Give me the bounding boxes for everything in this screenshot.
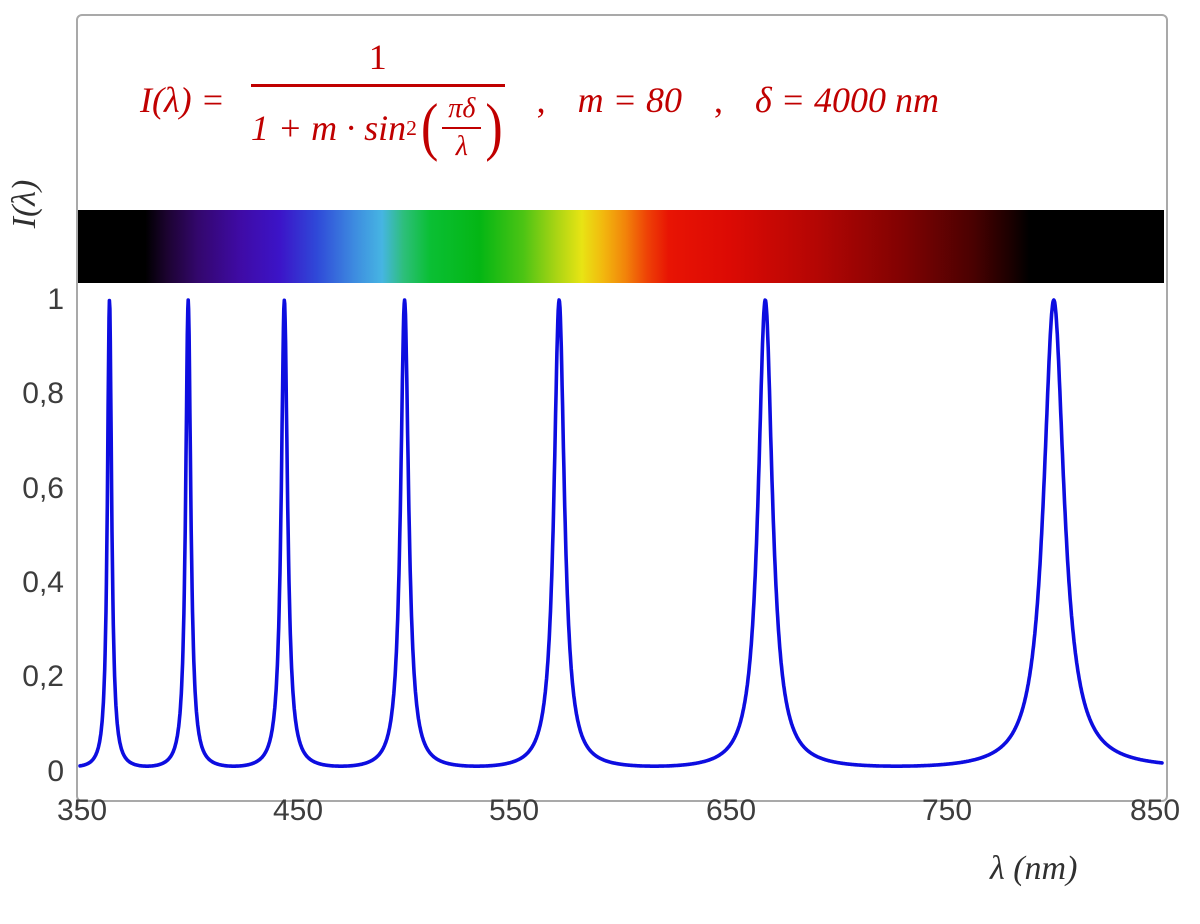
formula: I(λ) = 1 1 + m · sin 2 ( πδ λ ) , m = 80 … (140, 36, 939, 163)
formula-denominator: 1 + m · sin 2 ( πδ λ ) (251, 87, 505, 163)
formula-comma-1: , (536, 79, 546, 120)
y-tick-0-2: 0,2 (22, 660, 64, 693)
x-tick-550: 550 (488, 794, 540, 827)
x-tick-650: 650 (705, 794, 757, 827)
y-axis-title: I(λ) (6, 179, 43, 229)
formula-delta-equation: δ = 4000 nm (754, 79, 939, 120)
y-tick-0-6: 0,6 (22, 472, 64, 505)
formula-comma-2: , (713, 79, 723, 120)
x-tick-850: 850 (1129, 794, 1181, 827)
formula-paren-open: ( (420, 91, 439, 163)
formula-den-prefix: 1 + m · sin (250, 108, 407, 148)
visible-spectrum-bar (78, 210, 1164, 283)
x-tick-350: 350 (56, 794, 108, 827)
formula-numerator: 1 (250, 36, 505, 87)
formula-inner-numerator: πδ (442, 93, 482, 129)
formula-lhs: I(λ) = (140, 79, 225, 120)
y-tick-0: 0 (47, 755, 64, 788)
x-tick-450: 450 (272, 794, 324, 827)
y-tick-0-8: 0,8 (22, 377, 64, 410)
x-tick-750: 750 (921, 794, 973, 827)
x-axis-title: λ (nm) (990, 850, 1078, 887)
formula-inner-denominator: λ (455, 131, 468, 162)
formula-paren-close: ) (485, 91, 503, 163)
formula-sin-exponent: 2 (406, 115, 417, 140)
formula-inner-fraction: πδ λ (442, 93, 482, 163)
y-tick-0-4: 0,4 (22, 566, 64, 599)
y-tick-1: 1 (47, 283, 64, 316)
formula-m-equation: m = 80 (577, 79, 682, 120)
formula-fraction: 1 1 + m · sin 2 ( πδ λ ) (250, 36, 505, 163)
